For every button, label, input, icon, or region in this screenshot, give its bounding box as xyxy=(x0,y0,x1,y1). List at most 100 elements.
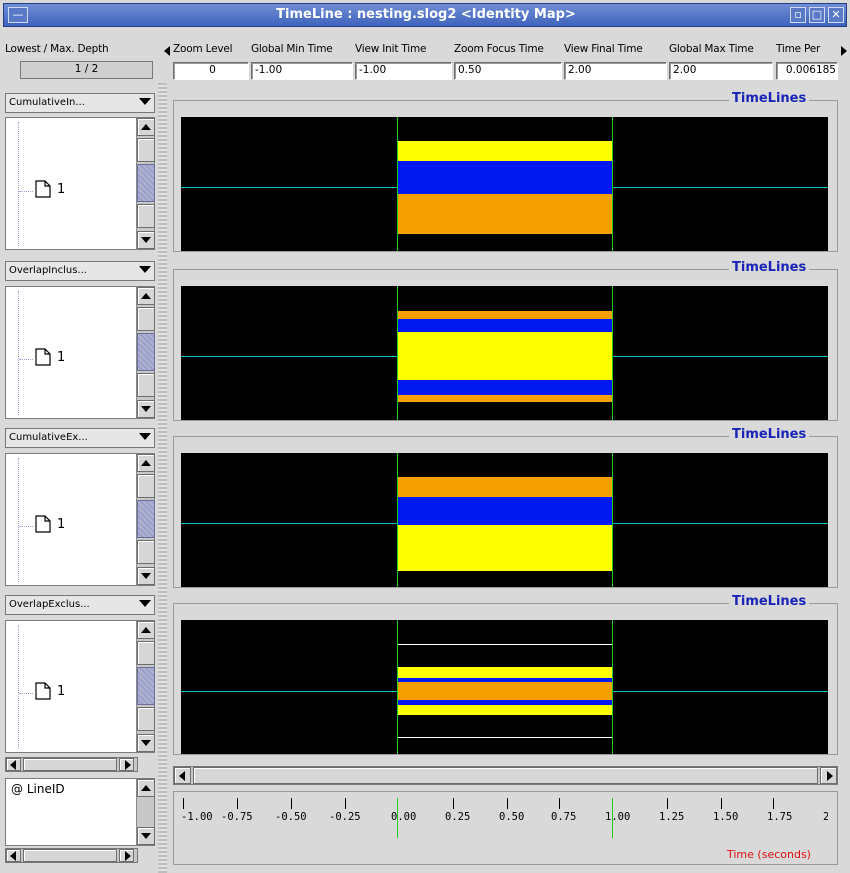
state-bar[interactable] xyxy=(398,161,612,194)
state-bar[interactable] xyxy=(398,332,612,380)
state-bar[interactable] xyxy=(398,319,612,332)
scroll-thumb[interactable] xyxy=(23,758,117,771)
scroll-down-button[interactable] xyxy=(137,231,155,249)
state-bar[interactable] xyxy=(398,525,612,571)
timeline-canvas[interactable] xyxy=(181,117,828,251)
lineid-horizontal-scrollbar[interactable] xyxy=(5,848,138,863)
ruler-tick-label: 0.25 xyxy=(445,811,471,823)
arrow-left-icon xyxy=(10,760,16,770)
state-bar[interactable] xyxy=(398,705,612,715)
scroll-left-button[interactable] xyxy=(174,767,191,784)
timeline-canvas[interactable] xyxy=(181,453,828,587)
state-bar[interactable] xyxy=(398,700,612,705)
timeline-canvas[interactable] xyxy=(181,620,828,754)
state-outline xyxy=(398,737,612,738)
scroll-down-button[interactable] xyxy=(137,400,155,418)
scroll-left-button[interactable] xyxy=(6,758,21,771)
global-max-time-field[interactable]: 2.00 xyxy=(669,62,773,80)
scroll-down-button[interactable] xyxy=(137,734,155,752)
scroll-up-button[interactable] xyxy=(137,621,155,639)
state-bar[interactable] xyxy=(398,667,612,678)
global-max-time-label: Global Max Time xyxy=(669,43,754,55)
zoom-level-label: Zoom Level xyxy=(173,43,233,55)
scroll-thumb[interactable] xyxy=(137,164,155,202)
marker-line xyxy=(612,286,613,420)
header-scroll-right[interactable] xyxy=(840,43,848,81)
scroll-thumb[interactable] xyxy=(23,849,117,862)
timeline-horizontal-scrollbar[interactable] xyxy=(173,766,838,785)
state-bar[interactable] xyxy=(398,194,612,234)
state-bar[interactable] xyxy=(398,682,612,700)
scroll-up-button[interactable] xyxy=(137,779,155,797)
view-select-overlap-inclusive[interactable]: OverlapInclus... xyxy=(5,261,155,281)
scroll-up-button[interactable] xyxy=(137,287,155,305)
zoom-focus-time-label: Zoom Focus Time xyxy=(454,43,544,55)
time-per-pixel-field[interactable]: 0.006185 xyxy=(776,62,838,80)
view-init-time-field[interactable]: -1.00 xyxy=(355,62,452,80)
vertical-scrollbar[interactable] xyxy=(136,118,155,249)
arrow-up-icon xyxy=(141,460,151,466)
scroll-right-button[interactable] xyxy=(820,767,837,784)
state-bar[interactable] xyxy=(398,678,612,682)
marker-line xyxy=(397,117,398,251)
ruler-tick xyxy=(559,798,560,809)
scroll-thumb[interactable] xyxy=(137,500,155,538)
scroll-thumb[interactable] xyxy=(137,667,155,705)
view-final-time-field[interactable]: 2.00 xyxy=(564,62,667,80)
scroll-thumb[interactable] xyxy=(193,767,818,784)
maximize-button[interactable]: □ xyxy=(809,7,825,23)
ruler-marker xyxy=(397,798,398,838)
scroll-up-button[interactable] xyxy=(137,118,155,136)
minimize-button[interactable]: ▫ xyxy=(790,7,806,23)
ruler-tick-label: -1.00 xyxy=(181,811,213,823)
state-bar[interactable] xyxy=(398,395,612,402)
scroll-thumb[interactable] xyxy=(137,333,155,371)
vertical-scrollbar[interactable] xyxy=(136,621,155,752)
state-bar[interactable] xyxy=(398,477,612,497)
scroll-right-button[interactable] xyxy=(119,849,134,862)
scroll-left-button[interactable] xyxy=(6,849,21,862)
timeline-canvas[interactable] xyxy=(181,286,828,420)
vertical-scrollbar[interactable] xyxy=(136,287,155,418)
lineid-label: @ LineID xyxy=(11,782,65,796)
scroll-up-button[interactable] xyxy=(137,454,155,472)
time-ruler: -1.00 -0.75 -0.50 -0.25 0.00 0.25 0.50 0… xyxy=(181,798,828,838)
arrow-left-icon xyxy=(179,771,185,781)
view-select-overlap-exclusive[interactable]: OverlapExclus... xyxy=(5,595,155,615)
lineid-panel: @ LineID xyxy=(5,778,155,846)
view-select-cumulative-inclusive[interactable]: CumulativeIn... xyxy=(5,93,155,113)
tree-item-label[interactable]: 1 xyxy=(57,684,66,699)
global-min-time-label: Global Min Time xyxy=(251,43,333,55)
tree-item-label[interactable]: 1 xyxy=(57,350,66,365)
ruler-marker xyxy=(612,798,613,838)
scroll-down-button[interactable] xyxy=(137,567,155,585)
arrow-down-icon xyxy=(141,573,151,579)
scroll-down-button[interactable] xyxy=(137,827,155,845)
marker-line xyxy=(612,117,613,251)
header-scroll-left[interactable] xyxy=(163,43,171,81)
arrow-left-icon xyxy=(10,851,16,861)
state-bar[interactable] xyxy=(398,141,612,161)
tree-item-label[interactable]: 1 xyxy=(57,517,66,532)
tree-horizontal-scrollbar[interactable] xyxy=(5,757,138,772)
state-bar[interactable] xyxy=(398,380,612,395)
view-select-label: OverlapExclus... xyxy=(9,599,90,610)
tree-panel: 1 xyxy=(5,453,155,586)
document-icon xyxy=(35,682,51,700)
window-menu-button[interactable]: — xyxy=(8,7,28,23)
zoom-level-field[interactable]: 0 xyxy=(173,62,249,80)
ruler-tick xyxy=(667,798,668,809)
ruler-tick-label: 0.00 xyxy=(391,811,417,823)
view-select-cumulative-exclusive[interactable]: CumulativeEx... xyxy=(5,428,155,448)
state-bar[interactable] xyxy=(398,311,612,319)
vertical-scrollbar[interactable] xyxy=(136,779,155,845)
vertical-splitter[interactable] xyxy=(158,83,167,873)
zoom-focus-time-field[interactable]: 0.50 xyxy=(454,62,562,80)
vertical-scrollbar[interactable] xyxy=(136,454,155,585)
close-button[interactable]: ✕ xyxy=(828,7,844,23)
state-bar[interactable] xyxy=(398,497,612,525)
document-icon xyxy=(35,180,51,198)
tree-item-label[interactable]: 1 xyxy=(57,182,66,197)
global-min-time-field[interactable]: -1.00 xyxy=(251,62,353,80)
scroll-right-button[interactable] xyxy=(119,758,134,771)
